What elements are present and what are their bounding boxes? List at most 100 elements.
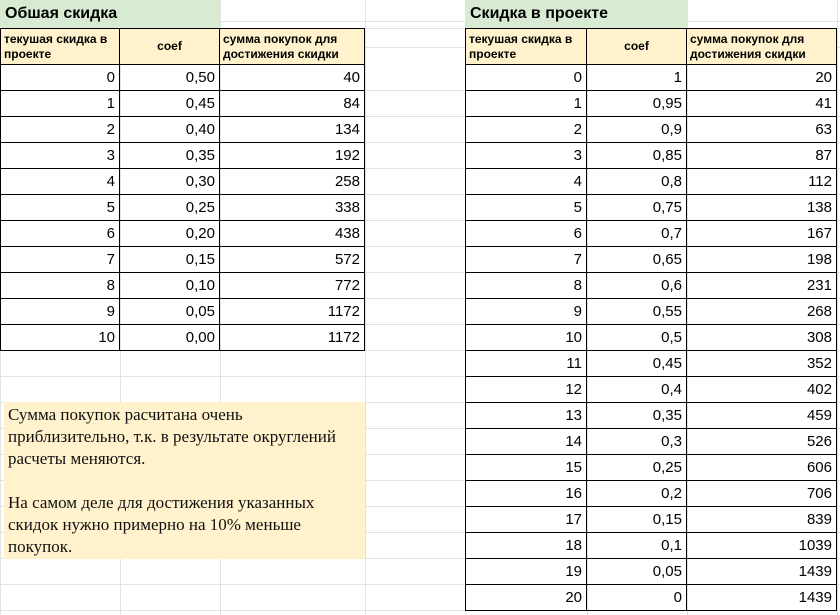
right-cell-sum[interactable]: 308 — [687, 325, 837, 351]
left-cell-coef[interactable]: 0,35 — [120, 143, 220, 169]
left-cell-discount[interactable]: 3 — [0, 143, 120, 169]
left-cell-sum[interactable]: 84 — [220, 91, 365, 117]
right-cell-discount[interactable]: 18 — [465, 533, 587, 559]
right-cell-discount[interactable]: 20 — [465, 585, 587, 611]
right-cell-discount[interactable]: 8 — [465, 273, 587, 299]
right-cell-sum[interactable]: 839 — [687, 507, 837, 533]
right-cell-discount[interactable]: 11 — [465, 351, 587, 377]
right-cell-discount[interactable]: 10 — [465, 325, 587, 351]
left-cell-sum[interactable]: 338 — [220, 195, 365, 221]
left-cell-discount[interactable]: 7 — [0, 247, 120, 273]
right-cell-sum[interactable]: 87 — [687, 143, 837, 169]
left-cell-discount[interactable]: 8 — [0, 273, 120, 299]
left-table-title[interactable]: Обшая скидка — [0, 0, 220, 28]
right-cell-discount[interactable]: 15 — [465, 455, 587, 481]
right-cell-sum[interactable]: 352 — [687, 351, 837, 377]
right-cell-sum[interactable]: 20 — [687, 65, 837, 91]
left-header-purchase-sum[interactable]: сумма покупок для достижения скидки — [220, 28, 365, 65]
left-header-current-discount[interactable]: текушая скидка в проекте — [0, 28, 120, 65]
right-cell-discount[interactable]: 1 — [465, 91, 587, 117]
right-cell-discount[interactable]: 19 — [465, 559, 587, 585]
left-cell-coef[interactable]: 0,45 — [120, 91, 220, 117]
left-cell-coef[interactable]: 0,05 — [120, 299, 220, 325]
right-cell-coef[interactable]: 0,4 — [587, 377, 687, 403]
right-cell-sum[interactable]: 41 — [687, 91, 837, 117]
left-header-coef[interactable]: coef — [120, 28, 220, 65]
right-header-purchase-sum[interactable]: сумма покупок для достижения скидки — [687, 28, 837, 65]
right-cell-sum[interactable]: 1439 — [687, 559, 837, 585]
right-cell-sum[interactable]: 459 — [687, 403, 837, 429]
left-cell-discount[interactable]: 0 — [0, 65, 120, 91]
left-cell-sum[interactable]: 258 — [220, 169, 365, 195]
left-cell-sum[interactable]: 40 — [220, 65, 365, 91]
right-cell-sum[interactable]: 167 — [687, 221, 837, 247]
right-cell-coef[interactable]: 0,7 — [587, 221, 687, 247]
right-cell-coef[interactable]: 0,1 — [587, 533, 687, 559]
right-cell-coef[interactable]: 0,25 — [587, 455, 687, 481]
left-cell-sum[interactable]: 772 — [220, 273, 365, 299]
right-cell-coef[interactable]: 0,35 — [587, 403, 687, 429]
right-cell-discount[interactable]: 0 — [465, 65, 587, 91]
right-cell-coef[interactable]: 0,95 — [587, 91, 687, 117]
right-cell-discount[interactable]: 3 — [465, 143, 587, 169]
right-cell-sum[interactable]: 1439 — [687, 585, 837, 611]
right-cell-coef[interactable]: 0,55 — [587, 299, 687, 325]
right-cell-coef[interactable]: 0,5 — [587, 325, 687, 351]
right-cell-discount[interactable]: 13 — [465, 403, 587, 429]
right-cell-sum[interactable]: 268 — [687, 299, 837, 325]
right-cell-coef[interactable]: 0,8 — [587, 169, 687, 195]
left-cell-discount[interactable]: 1 — [0, 91, 120, 117]
right-cell-coef[interactable]: 0,85 — [587, 143, 687, 169]
right-cell-coef[interactable]: 0,15 — [587, 507, 687, 533]
right-cell-coef[interactable]: 0,3 — [587, 429, 687, 455]
right-cell-coef[interactable]: 0 — [587, 585, 687, 611]
right-cell-discount[interactable]: 5 — [465, 195, 587, 221]
right-cell-coef[interactable]: 0,2 — [587, 481, 687, 507]
left-cell-discount[interactable]: 4 — [0, 169, 120, 195]
right-cell-discount[interactable]: 14 — [465, 429, 587, 455]
right-cell-sum[interactable]: 198 — [687, 247, 837, 273]
left-cell-coef[interactable]: 0,25 — [120, 195, 220, 221]
right-cell-coef[interactable]: 0,05 — [587, 559, 687, 585]
right-cell-sum[interactable]: 112 — [687, 169, 837, 195]
right-cell-discount[interactable]: 16 — [465, 481, 587, 507]
right-cell-discount[interactable]: 12 — [465, 377, 587, 403]
right-cell-coef[interactable]: 0,9 — [587, 117, 687, 143]
right-cell-sum[interactable]: 526 — [687, 429, 837, 455]
left-cell-discount[interactable]: 6 — [0, 221, 120, 247]
left-cell-sum[interactable]: 438 — [220, 221, 365, 247]
left-cell-sum[interactable]: 572 — [220, 247, 365, 273]
right-cell-discount[interactable]: 6 — [465, 221, 587, 247]
left-cell-coef[interactable]: 0,10 — [120, 273, 220, 299]
right-cell-coef[interactable]: 0,45 — [587, 351, 687, 377]
right-cell-sum[interactable]: 1039 — [687, 533, 837, 559]
left-cell-sum[interactable]: 1172 — [220, 325, 365, 351]
left-cell-coef[interactable]: 0,50 — [120, 65, 220, 91]
right-cell-coef[interactable]: 0,65 — [587, 247, 687, 273]
left-cell-discount[interactable]: 10 — [0, 325, 120, 351]
right-cell-sum[interactable]: 706 — [687, 481, 837, 507]
right-table-title[interactable]: Скидка в проекте — [465, 0, 687, 28]
right-cell-discount[interactable]: 4 — [465, 169, 587, 195]
right-cell-coef[interactable]: 1 — [587, 65, 687, 91]
left-cell-coef[interactable]: 0,20 — [120, 221, 220, 247]
right-cell-sum[interactable]: 606 — [687, 455, 837, 481]
left-cell-coef[interactable]: 0,40 — [120, 117, 220, 143]
right-cell-discount[interactable]: 7 — [465, 247, 587, 273]
left-cell-coef[interactable]: 0,00 — [120, 325, 220, 351]
left-cell-discount[interactable]: 9 — [0, 299, 120, 325]
right-header-current-discount[interactable]: текушая скидка в проекте — [465, 28, 587, 65]
right-cell-sum[interactable]: 63 — [687, 117, 837, 143]
right-cell-coef[interactable]: 0,6 — [587, 273, 687, 299]
note-cell[interactable]: Сумма покупок расчитана очень приблизите… — [4, 402, 365, 559]
right-cell-coef[interactable]: 0,75 — [587, 195, 687, 221]
left-cell-sum[interactable]: 192 — [220, 143, 365, 169]
right-cell-sum[interactable]: 231 — [687, 273, 837, 299]
left-cell-discount[interactable]: 5 — [0, 195, 120, 221]
left-cell-sum[interactable]: 134 — [220, 117, 365, 143]
right-cell-discount[interactable]: 9 — [465, 299, 587, 325]
right-cell-discount[interactable]: 2 — [465, 117, 587, 143]
right-cell-sum[interactable]: 402 — [687, 377, 837, 403]
left-cell-coef[interactable]: 0,30 — [120, 169, 220, 195]
left-cell-discount[interactable]: 2 — [0, 117, 120, 143]
